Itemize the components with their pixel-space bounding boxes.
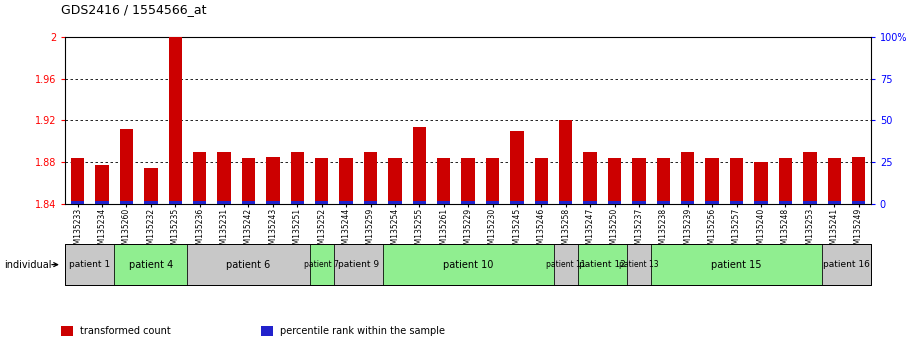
Bar [193,201,206,204]
Bar [754,201,768,204]
Text: patient 4: patient 4 [129,259,173,270]
Bar [827,201,841,204]
Bar [145,201,157,204]
Bar [266,157,280,204]
Bar [534,201,548,204]
Bar [608,201,621,204]
Bar [168,37,182,204]
Bar [754,162,768,204]
Bar [779,201,792,204]
Bar [608,158,621,204]
Bar [291,201,304,204]
Text: patient 16: patient 16 [823,260,870,269]
Bar [315,158,328,204]
Bar [145,168,157,204]
Bar [95,165,109,204]
Bar [803,201,816,204]
Bar [485,201,499,204]
Text: patient 13: patient 13 [619,260,659,269]
Text: patient 12: patient 12 [579,260,625,269]
Bar [168,201,182,204]
Bar [584,201,597,204]
Bar [339,201,353,204]
Bar [217,201,231,204]
Text: patient 7: patient 7 [305,260,339,269]
Text: individual: individual [4,259,51,270]
Bar [705,201,719,204]
Bar [559,120,573,204]
Text: patient 6: patient 6 [226,259,271,270]
Bar [120,129,134,204]
Bar [266,201,280,204]
Bar [730,158,744,204]
Bar [120,201,134,204]
Text: patient 10: patient 10 [443,259,494,270]
Bar [242,201,255,204]
Text: GDS2416 / 1554566_at: GDS2416 / 1554566_at [61,3,206,16]
Bar [852,157,865,204]
Text: percentile rank within the sample: percentile rank within the sample [280,326,445,336]
Bar [462,201,474,204]
Bar [462,158,474,204]
Bar [656,201,670,204]
Bar [388,201,402,204]
Bar [413,127,426,204]
Bar [510,201,524,204]
Bar [681,201,694,204]
Bar [339,158,353,204]
Bar [242,158,255,204]
Bar [291,152,304,204]
Bar [217,152,231,204]
Text: patient 11: patient 11 [546,260,585,269]
Bar [681,152,694,204]
Bar [534,158,548,204]
Bar [437,201,451,204]
Bar [633,158,645,204]
Bar [413,201,426,204]
Bar [779,158,792,204]
Bar [827,158,841,204]
Bar [485,158,499,204]
Text: patient 1: patient 1 [69,260,110,269]
Text: transformed count: transformed count [80,326,171,336]
Bar [71,201,85,204]
Bar [315,201,328,204]
Bar [364,201,377,204]
Bar [705,158,719,204]
Bar [388,158,402,204]
Bar [584,152,597,204]
Bar [803,152,816,204]
Bar [193,152,206,204]
Bar [730,201,744,204]
Bar [437,158,451,204]
Bar [633,201,645,204]
Bar [95,201,109,204]
Text: patient 9: patient 9 [338,260,379,269]
Bar [559,201,573,204]
Bar [71,158,85,204]
Text: patient 15: patient 15 [712,259,762,270]
Bar [510,131,524,204]
Bar [852,201,865,204]
Bar [364,152,377,204]
Bar [656,158,670,204]
